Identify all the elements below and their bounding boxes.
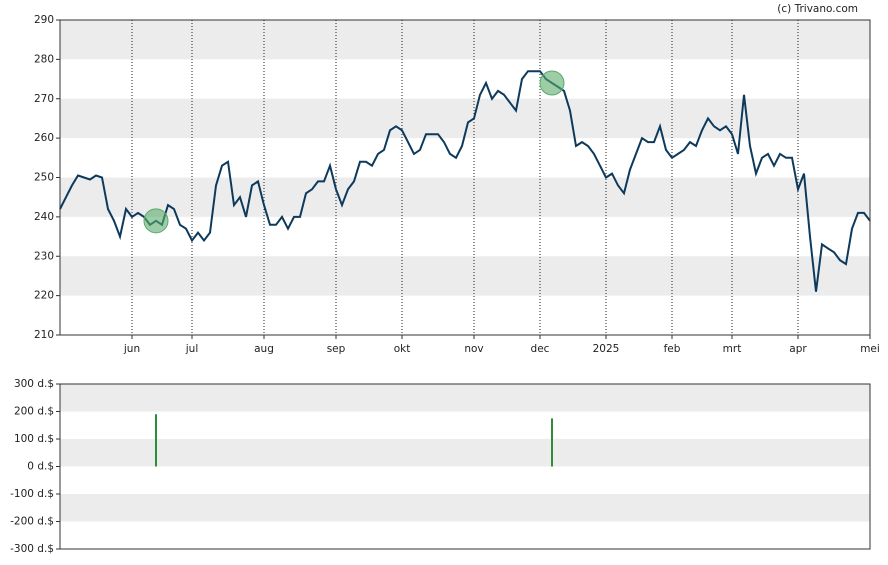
x-tick-label: sep xyxy=(327,343,346,355)
x-tick-label: jun xyxy=(123,343,140,355)
grid-band xyxy=(60,384,870,412)
x-tick-label: nov xyxy=(464,343,483,355)
grid-band xyxy=(60,439,870,467)
x-tick-label: okt xyxy=(394,343,411,355)
x-tick-label: aug xyxy=(254,343,274,355)
y-tick-label: -200 d.$ xyxy=(10,516,54,528)
y-tick-label: 250 xyxy=(34,172,54,184)
trade-marker xyxy=(143,208,169,234)
x-tick-label: dec xyxy=(531,343,550,355)
y-tick-label: 240 xyxy=(34,211,54,223)
y-tick-label: 260 xyxy=(34,132,54,144)
x-tick-label: mei xyxy=(860,343,880,355)
y-tick-label: -300 d.$ xyxy=(10,543,54,555)
copyright: (c) Trivano.com xyxy=(777,3,858,15)
grid-band xyxy=(60,177,870,217)
x-tick-label: 2025 xyxy=(593,343,620,355)
x-tick-label: mrt xyxy=(723,343,742,355)
grid-band xyxy=(60,494,870,522)
y-tick-label: 220 xyxy=(34,290,54,302)
y-tick-label: -100 d.$ xyxy=(10,488,54,500)
y-tick-label: 200 d.$ xyxy=(14,406,54,418)
price-line xyxy=(59,70,871,292)
plot-border xyxy=(59,383,871,550)
y-tick-label: 230 xyxy=(34,250,54,262)
grid-band xyxy=(60,256,870,296)
x-tick-label: feb xyxy=(664,343,681,355)
y-tick-label: 300 d.$ xyxy=(14,378,54,390)
plot-border xyxy=(59,19,871,336)
trade-marker xyxy=(539,70,565,96)
grid-band xyxy=(60,20,870,60)
x-tick-label: jul xyxy=(185,343,199,355)
y-tick-label: 210 xyxy=(34,329,54,341)
y-tick-label: 270 xyxy=(34,93,54,105)
y-tick-label: 290 xyxy=(34,14,54,26)
y-tick-label: 280 xyxy=(34,53,54,65)
y-tick-label: 0 d.$ xyxy=(27,461,54,473)
y-tick-label: 100 d.$ xyxy=(14,433,54,445)
x-tick-label: apr xyxy=(789,343,807,355)
